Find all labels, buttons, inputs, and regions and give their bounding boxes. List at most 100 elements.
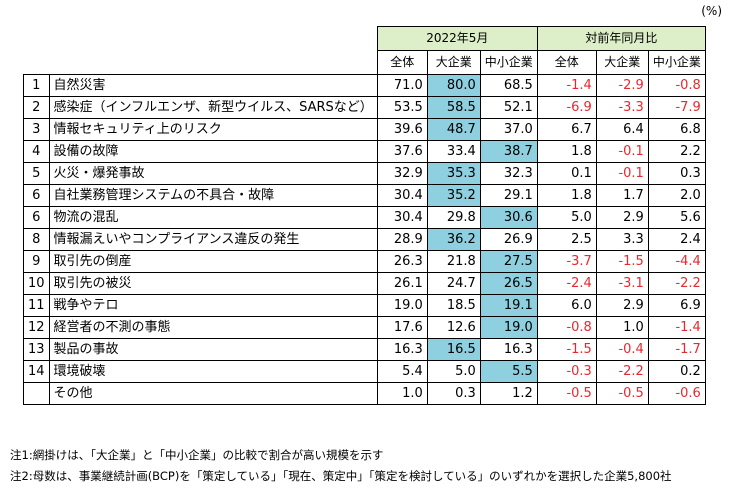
rank-cell: [23, 382, 50, 405]
value-sme-cell: 26.5: [479, 272, 538, 295]
item-cell: 自然災害: [48, 74, 378, 97]
value-large-cell: 35.3: [426, 162, 481, 185]
yoy-large-cell: -3.3: [595, 96, 649, 119]
col-header-yoy-large: 大企業: [595, 50, 649, 75]
table-row: 9 取引先の倒産 26.3 21.8 27.5 -3.7 -1.5 -4.4: [23, 250, 706, 273]
yoy-sme-cell: 0.2: [647, 360, 706, 383]
value-large-cell: 0.3: [426, 382, 481, 405]
value-sme-cell: 5.5: [479, 360, 538, 383]
yoy-all-cell: 1.8: [536, 184, 597, 207]
yoy-sme-cell: 6.8: [647, 118, 706, 141]
value-all-cell: 37.6: [376, 140, 428, 163]
yoy-all-cell: 5.0: [536, 206, 597, 229]
value-all-cell: 53.5: [376, 96, 428, 119]
value-all-cell: 28.9: [376, 228, 428, 251]
yoy-all-cell: -0.5: [536, 382, 597, 405]
item-cell: 戦争やテロ: [48, 294, 378, 317]
yoy-large-cell: -1.5: [595, 250, 649, 273]
value-sme-cell: 29.1: [479, 184, 538, 207]
value-large-cell: 58.5: [426, 96, 481, 119]
value-all-cell: 71.0: [376, 74, 428, 97]
yoy-sme-cell: -2.2: [647, 272, 706, 295]
value-sme-cell: 19.1: [479, 294, 538, 317]
header-row-group: 2022年5月 対前年同月比: [24, 26, 706, 51]
value-sme-cell: 19.0: [479, 316, 538, 339]
group-header-2022: 2022年5月: [376, 26, 538, 51]
table-row: 10 取引先の被災 26.1 24.7 26.5 -2.4 -3.1 -2.2: [23, 272, 706, 295]
value-all-cell: 16.3: [376, 338, 428, 361]
value-sme-cell: 1.2: [479, 382, 538, 405]
unit-label: (%): [701, 4, 722, 18]
value-all-cell: 19.0: [376, 294, 428, 317]
table-row: 5 火災・爆発事故 32.9 35.3 32.3 0.1 -0.1 0.3: [23, 162, 706, 185]
value-large-cell: 24.7: [426, 272, 481, 295]
value-all-cell: 17.6: [376, 316, 428, 339]
value-all-cell: 30.4: [376, 206, 428, 229]
col-header-sme: 中小企業: [479, 50, 538, 75]
yoy-all-cell: 0.1: [536, 162, 597, 185]
value-all-cell: 30.4: [376, 184, 428, 207]
yoy-sme-cell: 2.0: [647, 184, 706, 207]
header-blank: [24, 51, 50, 75]
rank-cell: 8: [23, 228, 50, 251]
value-sme-cell: 27.5: [479, 250, 538, 273]
item-cell: その他: [48, 382, 378, 405]
rank-cell: 2: [23, 96, 50, 119]
value-sme-cell: 38.7: [479, 140, 538, 163]
item-cell: 取引先の被災: [48, 272, 378, 295]
header-blank: [49, 50, 378, 75]
yoy-all-cell: -2.4: [536, 272, 597, 295]
value-sme-cell: 16.3: [479, 338, 538, 361]
yoy-all-cell: 6.0: [536, 294, 597, 317]
yoy-all-cell: 2.5: [536, 228, 597, 251]
value-large-cell: 33.4: [426, 140, 481, 163]
value-large-cell: 18.5: [426, 294, 481, 317]
rank-cell: 14: [23, 360, 50, 383]
value-large-cell: 21.8: [426, 250, 481, 273]
rank-cell: 12: [23, 316, 50, 339]
table-row: 2 感染症（インフルエンザ、新型ウイルス、SARSなど） 53.5 58.5 52.1-…: [23, 96, 706, 119]
risk-table: 2022年5月 対前年同月比 全体 大企業 中小企業 全体 大企業 中小企業 1…: [23, 26, 706, 405]
yoy-all-cell: 1.8: [536, 140, 597, 163]
yoy-all-cell: -0.8: [536, 316, 597, 339]
table-row: 11 戦争やテロ 19.0 18.5 19.1 6.0 2.9 6.9: [23, 294, 706, 317]
col-header-large: 大企業: [426, 50, 481, 75]
yoy-sme-cell: 6.9: [647, 294, 706, 317]
value-large-cell: 35.2: [426, 184, 481, 207]
rank-cell: 4: [23, 140, 50, 163]
yoy-all-cell: -0.3: [536, 360, 597, 383]
value-large-cell: 80.0: [426, 74, 481, 97]
table-row: 13 製品の事故 16.3 16.5 16.3 -1.5 -0.4 -1.7: [23, 338, 706, 361]
item-cell: 設備の故障: [48, 140, 378, 163]
item-cell: 取引先の倒産: [48, 250, 378, 273]
note-1: 注1:網掛けは、「大企業」と「中小企業」の比較で割合が高い規模を示す: [10, 448, 384, 462]
yoy-sme-cell: 0.3: [647, 162, 706, 185]
yoy-large-cell: 2.9: [595, 206, 649, 229]
yoy-large-cell: -2.9: [595, 74, 649, 97]
yoy-large-cell: -2.2: [595, 360, 649, 383]
value-sme-cell: 68.5: [479, 74, 538, 97]
rank-cell: 6: [23, 206, 50, 229]
header-row-columns: 全体 大企業 中小企業 全体 大企業 中小企業: [24, 50, 706, 75]
yoy-sme-cell: -4.4: [647, 250, 706, 273]
yoy-sme-cell: 2.4: [647, 228, 706, 251]
yoy-large-cell: -0.5: [595, 382, 649, 405]
yoy-sme-cell: -1.7: [647, 338, 706, 361]
table-row: 12 経営者の不測の事態 17.6 12.6 19.0 -0.8 1.0 -1.4: [23, 316, 706, 339]
yoy-large-cell: -3.1: [595, 272, 649, 295]
value-large-cell: 16.5: [426, 338, 481, 361]
yoy-large-cell: 1.0: [595, 316, 649, 339]
table-row: 4 設備の故障 37.6 33.4 38.7 1.8 -0.1 2.2: [23, 140, 706, 163]
yoy-sme-cell: -0.6: [647, 382, 706, 405]
rank-cell: 9: [23, 250, 50, 273]
table-row: 1 自然災害 71.0 80.0 68.5 -1.4 -2.9 -0.8: [23, 74, 706, 97]
yoy-large-cell: 6.4: [595, 118, 649, 141]
yoy-sme-cell: 5.6: [647, 206, 706, 229]
item-cell: 火災・爆発事故: [48, 162, 378, 185]
col-header-yoy-sme: 中小企業: [647, 50, 706, 75]
group-header-yoy: 対前年同月比: [536, 26, 706, 51]
yoy-large-cell: -0.1: [595, 140, 649, 163]
yoy-sme-cell: 2.2: [647, 140, 706, 163]
value-sme-cell: 52.1: [479, 96, 538, 119]
rank-cell: 1: [23, 74, 50, 97]
